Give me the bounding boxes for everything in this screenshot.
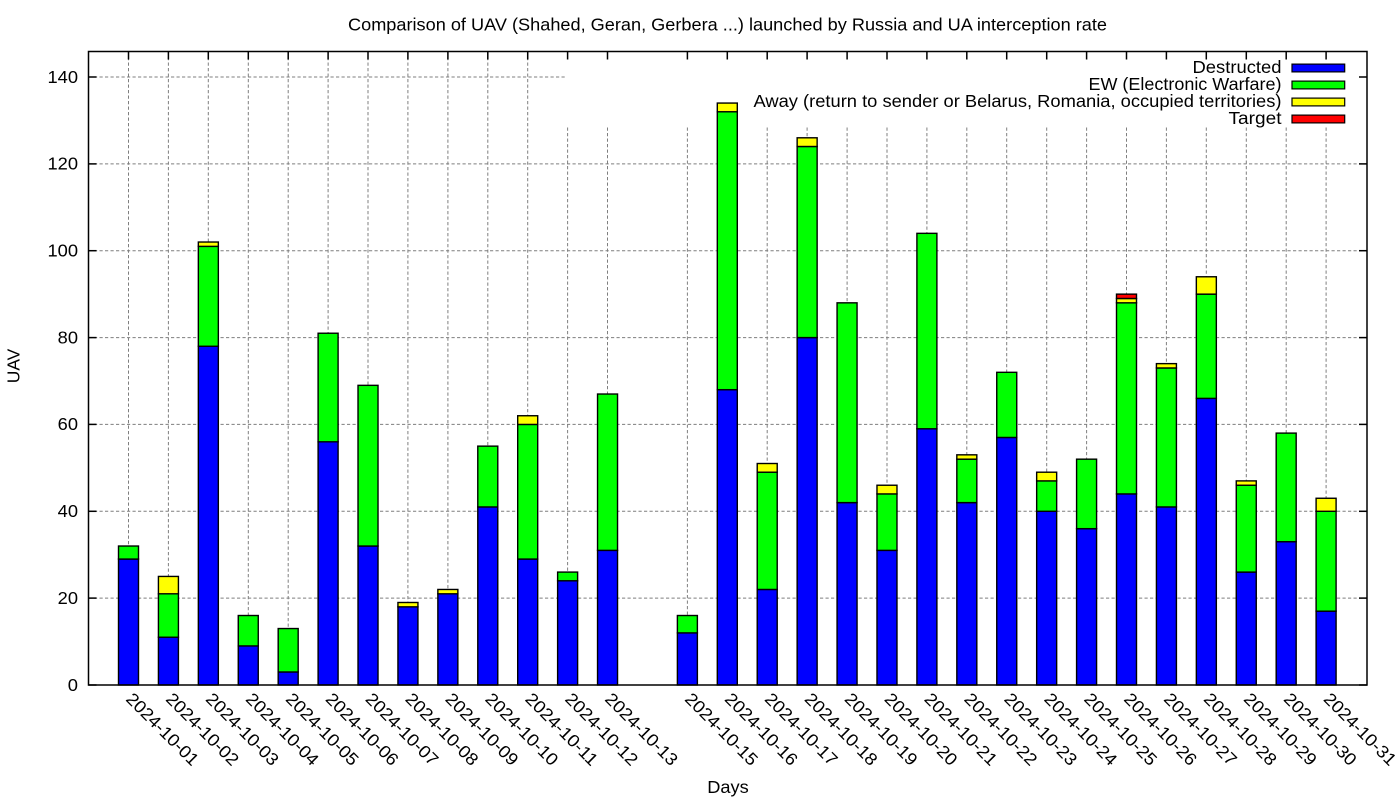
svg-text:UAV: UAV: [4, 348, 24, 383]
svg-text:100: 100: [48, 241, 79, 261]
svg-text:Days: Days: [707, 777, 749, 797]
svg-text:120: 120: [48, 154, 79, 174]
svg-text:Destructed: Destructed: [1193, 57, 1282, 77]
svg-text:EW (Electronic Warfare): EW (Electronic Warfare): [1089, 74, 1282, 94]
svg-text:Comparison of UAV (Shahed, Ger: Comparison of UAV (Shahed, Geran, Gerber…: [348, 15, 1107, 35]
svg-text:Away (return to sender or Bela: Away (return to sender or Belarus, Roman…: [754, 91, 1282, 111]
svg-text:20: 20: [58, 588, 78, 608]
svg-text:Target: Target: [1229, 108, 1282, 128]
svg-text:80: 80: [58, 327, 78, 347]
svg-text:60: 60: [58, 414, 78, 434]
svg-text:140: 140: [48, 67, 79, 87]
svg-text:40: 40: [58, 501, 78, 521]
svg-text:0: 0: [68, 675, 78, 695]
